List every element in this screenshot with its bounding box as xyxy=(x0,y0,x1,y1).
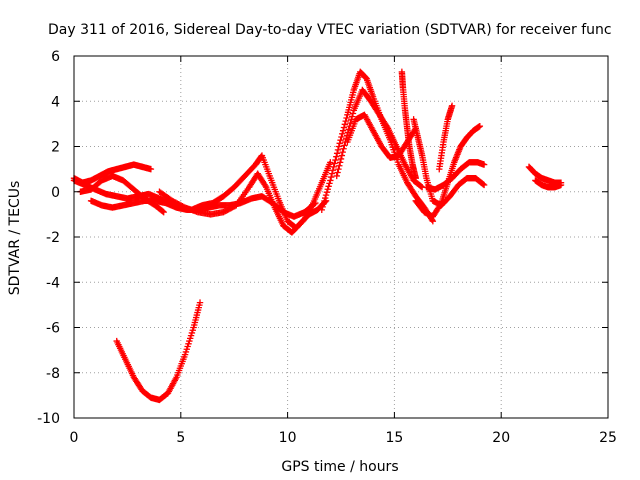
data-point xyxy=(337,155,345,163)
data-point xyxy=(327,173,335,181)
data-point xyxy=(339,130,346,138)
data-point xyxy=(333,172,340,180)
y-axis-label: SDTVAR / TECUs xyxy=(7,181,23,296)
axes xyxy=(73,55,609,419)
data-point xyxy=(335,143,343,150)
data-series-arc-9 xyxy=(398,68,419,182)
data-point xyxy=(345,126,352,133)
data-point xyxy=(321,194,329,202)
x-tick-labels: 0 5 10 15 20 25 xyxy=(70,430,617,446)
data-point xyxy=(343,114,350,122)
data-point xyxy=(333,150,341,157)
data-point xyxy=(333,153,340,160)
data-point xyxy=(325,183,332,190)
data-point xyxy=(337,136,344,144)
data-series-arc-16 xyxy=(532,177,565,191)
x-tick-label: 15 xyxy=(385,430,403,446)
data-point xyxy=(340,124,348,131)
data-point xyxy=(327,177,334,184)
data-point xyxy=(334,169,341,176)
data-point xyxy=(326,180,333,187)
data-point xyxy=(320,200,327,208)
data-point xyxy=(336,140,343,147)
x-tick-label: 10 xyxy=(279,430,297,446)
data-point xyxy=(323,189,331,196)
data-point xyxy=(341,142,348,149)
data-point xyxy=(160,208,167,216)
data-point xyxy=(342,117,349,125)
data-point xyxy=(319,203,326,211)
data-point xyxy=(336,159,344,166)
data-marks xyxy=(70,68,565,404)
y-tick-label: 2 xyxy=(51,140,60,156)
data-point xyxy=(332,156,339,164)
data-point xyxy=(340,145,347,152)
data-point xyxy=(147,165,155,173)
x-tick-label: 0 xyxy=(70,430,79,446)
data-point xyxy=(412,174,419,182)
data-series-arc-3 xyxy=(77,172,167,216)
y-tick-label: 6 xyxy=(51,49,60,65)
data-point xyxy=(336,162,343,169)
chart-title: Day 311 of 2016, Sidereal Day-to-day VTE… xyxy=(48,22,612,38)
y-tick-label: -10 xyxy=(37,411,60,427)
x-tick-label: 25 xyxy=(599,430,617,446)
data-point xyxy=(349,110,357,117)
data-point xyxy=(338,152,346,159)
data-series-arc-8 xyxy=(344,111,419,162)
data-point xyxy=(418,183,425,190)
data-point xyxy=(322,191,330,199)
data-point xyxy=(476,122,484,130)
data-series-arc-5 xyxy=(156,170,330,236)
data-point xyxy=(318,206,325,214)
data-point xyxy=(338,133,345,141)
data-point xyxy=(480,161,488,168)
data-point xyxy=(327,159,334,166)
data-point xyxy=(334,146,342,154)
data-point xyxy=(557,181,565,189)
data-point xyxy=(448,102,456,109)
data-point xyxy=(324,186,331,193)
y-tick-label: -6 xyxy=(46,321,60,337)
data-point xyxy=(331,160,338,167)
data-point xyxy=(347,119,354,127)
data-point xyxy=(339,148,346,156)
data-point xyxy=(480,181,488,189)
grid xyxy=(74,56,608,418)
data-series-arc-13 xyxy=(436,102,456,173)
data-point xyxy=(339,127,347,134)
y-tick-label: 4 xyxy=(51,94,60,110)
data-point xyxy=(159,208,167,215)
data-point xyxy=(328,170,336,177)
data-point xyxy=(312,199,319,207)
x-axis-label: GPS time / hours xyxy=(281,459,398,475)
data-point xyxy=(330,163,337,171)
x-tick-label: 5 xyxy=(176,430,185,446)
data-point xyxy=(311,200,318,208)
y-tick-labels: -10 -8 -6 -4 -2 0 2 4 6 xyxy=(37,49,60,427)
data-point xyxy=(335,165,342,173)
data-point xyxy=(262,182,269,190)
data-series-arc-14 xyxy=(113,299,204,404)
data-point xyxy=(437,201,444,208)
data-point xyxy=(348,113,356,120)
data-point xyxy=(480,181,487,188)
x-tick-label: 20 xyxy=(492,430,510,446)
data-point xyxy=(341,121,349,128)
data-point xyxy=(321,197,328,205)
data-series-arc-11 xyxy=(412,122,484,220)
data-point xyxy=(329,167,337,174)
y-tick-label: 0 xyxy=(51,185,60,201)
data-series-arc-12 xyxy=(423,159,488,193)
y-tick-label: -8 xyxy=(46,366,60,382)
data-point xyxy=(196,299,204,306)
y-tick-label: -2 xyxy=(46,230,60,246)
y-tick-label: -4 xyxy=(46,275,60,291)
